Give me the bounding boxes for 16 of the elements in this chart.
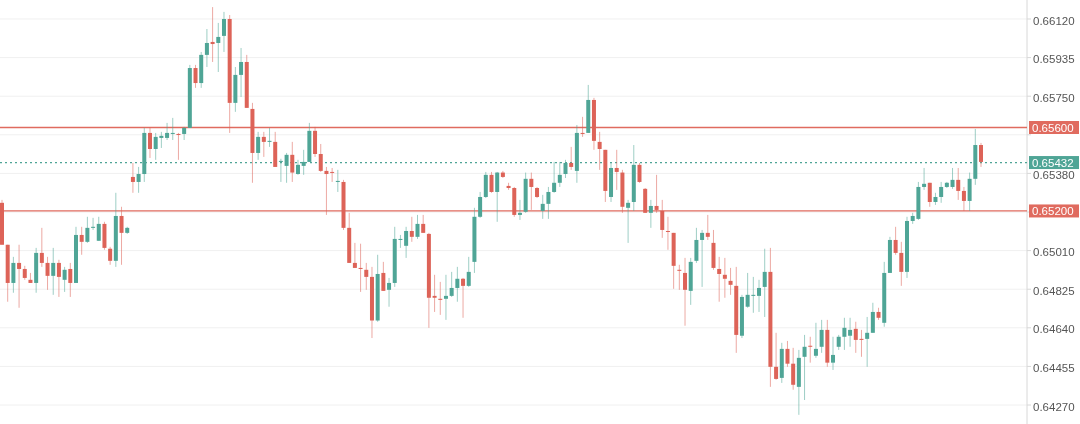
ref-line-label: 0.65600 <box>1032 121 1074 134</box>
y-tick-label: 0.65750 <box>1033 91 1075 104</box>
y-tick-label: 0.64640 <box>1033 323 1075 336</box>
y-tick-label: 0.64455 <box>1033 361 1075 374</box>
y-tick-label: 0.64825 <box>1033 284 1075 297</box>
y-tick-label: 0.66120 <box>1033 14 1075 27</box>
y-tick-label: 0.65010 <box>1033 246 1075 259</box>
candlestick <box>165 122 170 141</box>
y-tick-label: 0.64270 <box>1033 400 1075 413</box>
ref-line-label: 0.65200 <box>1032 204 1074 217</box>
y-tick-label: 0.65935 <box>1033 53 1075 66</box>
candlestick <box>330 167 335 183</box>
candlestick <box>91 217 96 231</box>
y-tick-label: 0.65380 <box>1033 168 1075 181</box>
ref-line-label: 0.65432 <box>1032 156 1074 169</box>
candlestick <box>182 126 187 141</box>
